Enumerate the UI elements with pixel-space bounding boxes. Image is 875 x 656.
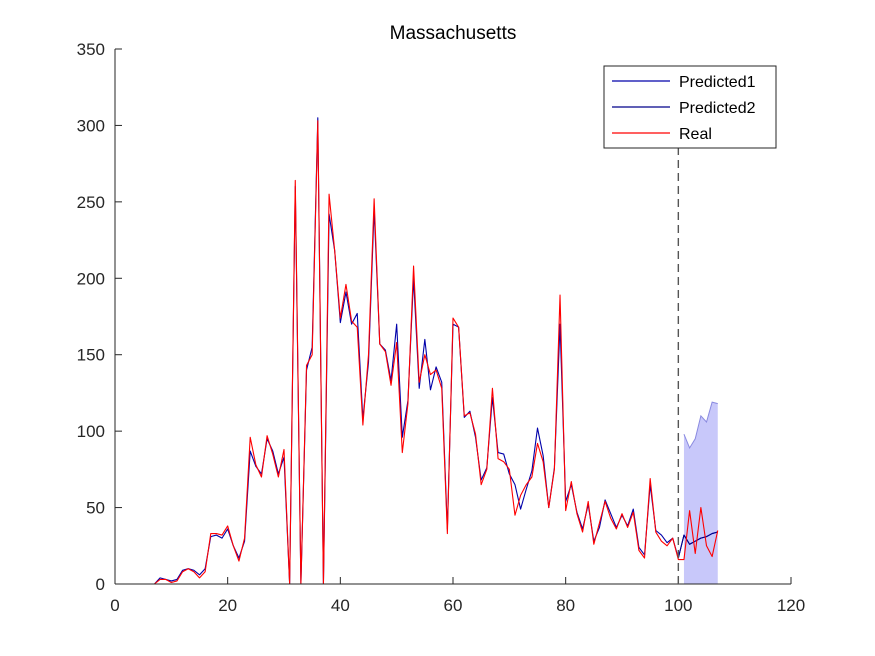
x-tick-label: 120 <box>777 596 805 615</box>
y-tick-label: 100 <box>77 422 105 441</box>
y-tick-label: 300 <box>77 116 105 135</box>
legend-label-real: Real <box>679 126 712 143</box>
x-tick-label: 0 <box>110 596 119 615</box>
y-tick-label: 350 <box>77 40 105 59</box>
series-line-predicted2 <box>677 531 718 559</box>
chart-title: Massachusetts <box>390 23 517 44</box>
y-tick-label: 0 <box>96 575 105 594</box>
prediction-band-layer <box>683 401 718 584</box>
x-tick-label: 20 <box>218 596 237 615</box>
y-tick-label: 50 <box>86 499 105 518</box>
x-tick-label: 60 <box>444 596 463 615</box>
series-line-real <box>120 120 719 585</box>
y-tick-label: 150 <box>77 346 105 365</box>
x-tick-label: 80 <box>556 596 575 615</box>
legend-label-predicted2: Predicted2 <box>679 100 756 117</box>
legend-label-predicted1: Predicted1 <box>679 74 756 91</box>
axes-layer: 0 20 40 60 80 100 120 0 50 100 150 200 250 300 350 <box>77 40 806 615</box>
y-tick-label: 250 <box>77 193 105 212</box>
series-lines-layer <box>120 117 719 585</box>
prediction-interval-band <box>683 402 718 584</box>
x-tick-label: 40 <box>331 596 350 615</box>
series-line-predicted1 <box>120 117 718 585</box>
legend: Predicted1 Predicted2 Real <box>603 65 777 149</box>
prediction-interval-upper-edge <box>683 401 718 450</box>
y-tick-label: 200 <box>77 269 105 288</box>
x-tick-label: 100 <box>664 596 692 615</box>
